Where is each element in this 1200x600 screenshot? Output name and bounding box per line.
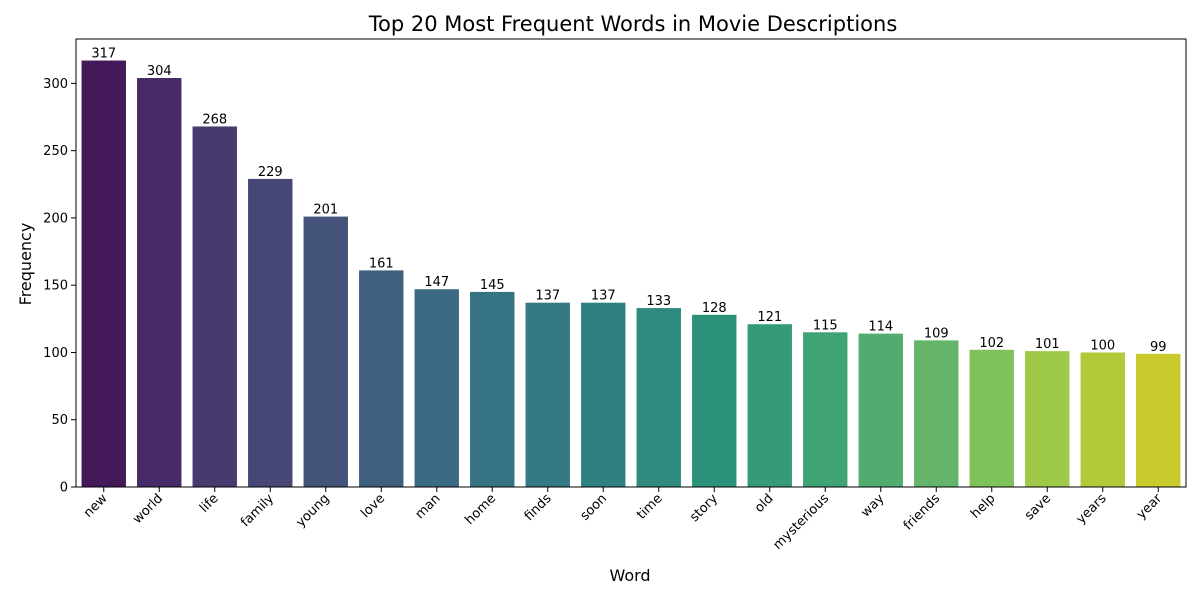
x-axis-title: Word	[609, 566, 650, 585]
data-label-family: 229	[258, 165, 283, 180]
data-label-year: 99	[1150, 340, 1167, 355]
x-tick-label-home: home	[462, 491, 499, 528]
data-label-life: 268	[202, 112, 227, 127]
y-tick-label-300: 300	[43, 77, 68, 92]
data-label-help: 102	[979, 336, 1004, 351]
x-tick-label-young: young	[293, 491, 332, 530]
plot-frame	[75, 38, 1187, 488]
bar-finds	[525, 302, 570, 487]
y-tick-label-250: 250	[43, 144, 68, 159]
bar-way	[858, 333, 903, 487]
data-label-story: 128	[702, 301, 727, 316]
data-label-years: 100	[1090, 338, 1115, 353]
data-label-finds: 137	[535, 289, 560, 304]
x-tick-label-way: way	[858, 491, 887, 520]
y-tick-label-50: 50	[51, 413, 68, 428]
bar-family	[248, 178, 293, 488]
x-tick-label-year: year	[1134, 491, 1166, 523]
bar-love	[359, 270, 404, 487]
bar-man	[414, 289, 459, 487]
bar-mysterious	[803, 332, 848, 487]
bar-help	[969, 349, 1014, 487]
y-tick-label-200: 200	[43, 211, 68, 226]
data-label-way: 114	[868, 320, 893, 335]
bar-story	[692, 314, 737, 487]
data-label-old: 121	[757, 310, 782, 325]
bar-friends	[914, 340, 959, 487]
y-tick-label-100: 100	[43, 346, 68, 361]
data-label-new: 317	[91, 47, 116, 62]
data-label-man: 147	[424, 275, 449, 290]
data-label-love: 161	[369, 256, 394, 271]
x-tick-label-soon: soon	[578, 491, 610, 523]
bar-home	[470, 291, 515, 487]
x-tick-label-life: life	[197, 491, 222, 516]
x-tick-label-time: time	[634, 491, 665, 522]
bar-new	[81, 60, 126, 488]
data-label-friends: 109	[924, 326, 949, 341]
bar-time	[636, 308, 681, 487]
bar-world	[137, 78, 182, 487]
x-tick-label-finds: finds	[522, 491, 555, 524]
x-tick-label-friends: friends	[901, 491, 943, 533]
chart-title: Top 20 Most Frequent Words in Movie Desc…	[368, 12, 898, 36]
data-label-soon: 137	[591, 289, 616, 304]
bar-years	[1080, 352, 1125, 487]
bar-year	[1136, 353, 1181, 487]
data-label-time: 133	[646, 294, 671, 309]
data-label-home: 145	[480, 278, 505, 293]
x-tick-label-old: old	[752, 491, 777, 516]
x-tick-label-new: new	[81, 491, 111, 521]
data-label-world: 304	[147, 64, 172, 79]
x-tick-label-man: man	[413, 491, 444, 522]
x-tick-label-help: help	[968, 491, 998, 521]
y-axis-title: Frequency	[16, 223, 35, 306]
x-tick-label-family: family	[238, 491, 277, 530]
x-tick-label-world: world	[130, 491, 166, 527]
data-label-mysterious: 115	[813, 318, 838, 333]
data-label-save: 101	[1035, 337, 1060, 352]
data-label-young: 201	[313, 203, 338, 218]
bar-young	[303, 216, 348, 488]
y-tick-label-150: 150	[43, 279, 68, 294]
bar-old	[747, 324, 792, 487]
x-tick-label-years: years	[1074, 491, 1110, 527]
bar-life	[192, 126, 237, 487]
x-tick-label-story: story	[687, 491, 721, 525]
x-tick-label-save: save	[1022, 491, 1054, 523]
bar-save	[1025, 351, 1070, 487]
x-tick-label-love: love	[358, 491, 388, 521]
x-tick-label-mysterious: mysterious	[770, 491, 832, 553]
plot-area: 317 new 304 world 268 life 229 family 201 young 16…	[43, 38, 1187, 553]
y-tick-label-0: 0	[60, 481, 68, 496]
bar-soon	[581, 302, 626, 487]
